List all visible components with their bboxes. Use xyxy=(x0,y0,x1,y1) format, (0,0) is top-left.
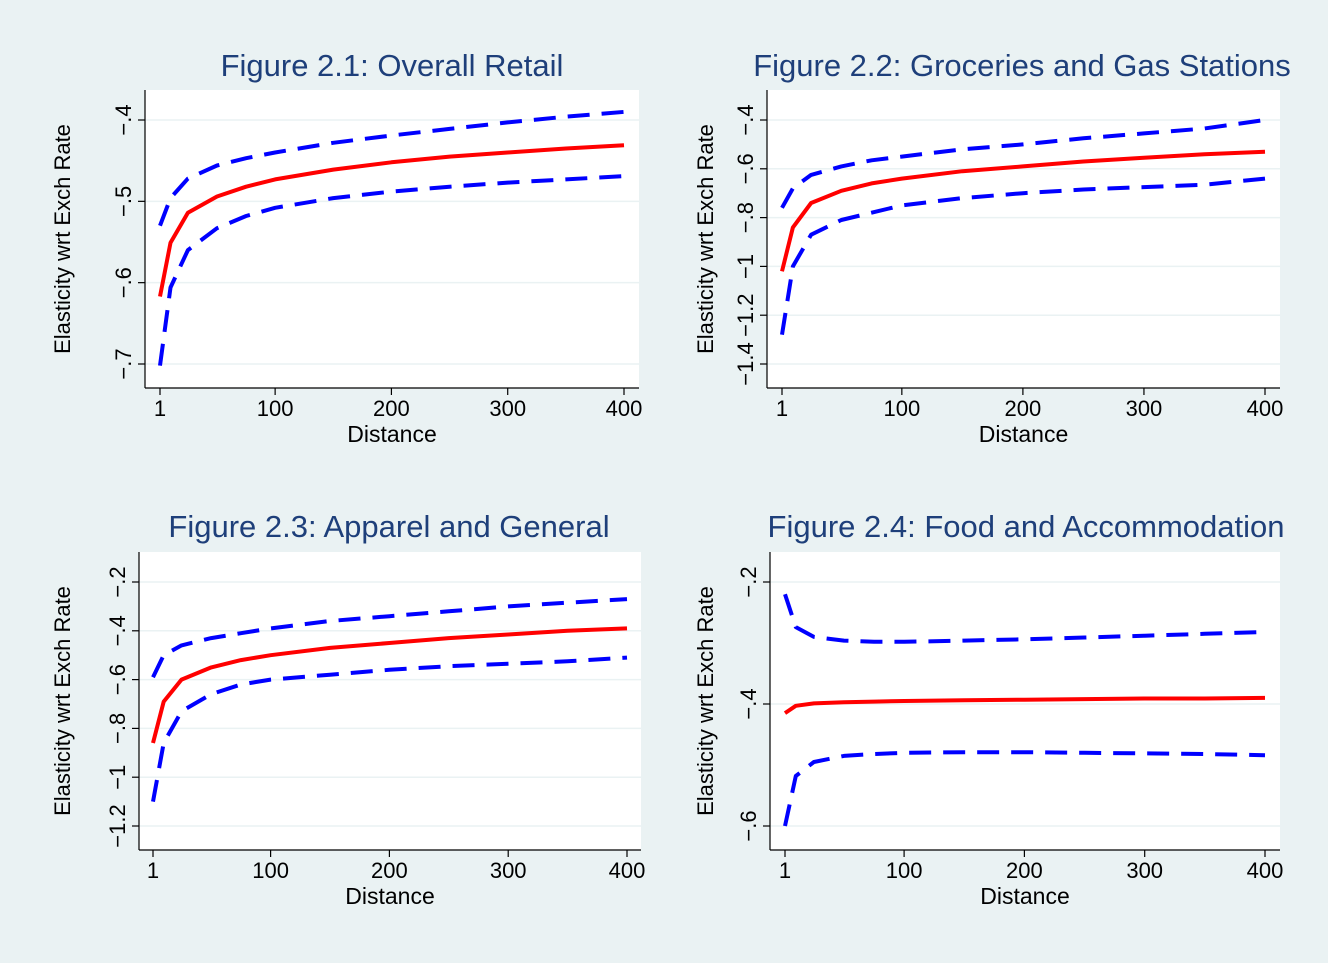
chart-panel-4: 1 100 200 300 400 −.6 −.4 −.2 Figure 2.4: Food a… xyxy=(693,509,1284,909)
x-tick-label: 400 xyxy=(1247,858,1284,883)
y-tick-label: −1 xyxy=(105,765,130,790)
y-axis-label: Elasticity wrt Exch Rate xyxy=(693,586,718,816)
x-tick-label: 1 xyxy=(147,858,159,883)
lower-ci-line xyxy=(158,174,625,366)
y-tick-label: −.6 xyxy=(111,267,136,298)
x-tick-label: 200 xyxy=(371,858,408,883)
y-tick-label: −.2 xyxy=(105,566,130,597)
chart-title: Figure 2.1: Overall Retail xyxy=(221,48,564,83)
chart-panel-3: 1 100 200 300 400 −1.2 −1 −.8 −.6 −.4 −.2 Figure 2.… xyxy=(50,509,645,909)
y-tick-label: −.5 xyxy=(111,186,136,217)
y-tick-label: −.6 xyxy=(733,153,758,184)
y-tick-label: −.4 xyxy=(736,688,761,719)
y-axis-label: Elasticity wrt Exch Rate xyxy=(693,124,718,354)
x-tick-label: 100 xyxy=(252,858,289,883)
estimate-line xyxy=(780,149,1266,272)
x-tick-label: 1 xyxy=(779,858,791,883)
chart-title: Figure 2.4: Food and Accommodation xyxy=(768,509,1285,544)
y-tick-label: −.6 xyxy=(105,664,130,695)
chart-panel-1: 1 100 200 300 400 −.7 −.6 −.5 −.4 Figure 2.1: Ove… xyxy=(50,48,642,447)
x-axis-label: Distance xyxy=(979,421,1068,447)
estimate-line xyxy=(151,626,628,744)
plot-area xyxy=(767,90,1280,388)
upper-ci-line xyxy=(151,597,628,679)
lower-ci-line xyxy=(151,655,628,802)
y-tick-label: −.4 xyxy=(111,104,136,135)
y-tick-label: −.6 xyxy=(736,810,761,841)
x-axis-label: Distance xyxy=(980,883,1069,909)
y-tick-label: −1.2 xyxy=(733,293,758,336)
x-tick-label: 400 xyxy=(609,858,646,883)
y-axis-label: Elasticity wrt Exch Rate xyxy=(50,124,75,354)
x-tick-label: 300 xyxy=(489,396,526,421)
chart-title: Figure 2.3: Apparel and General xyxy=(168,509,609,544)
x-tick-label: 300 xyxy=(1126,858,1163,883)
y-axis-label: Elasticity wrt Exch Rate xyxy=(50,586,75,816)
y-tick-label: −.2 xyxy=(736,566,761,597)
y-tick-label: −.8 xyxy=(105,713,130,744)
x-tick-label: 1 xyxy=(154,396,166,421)
x-tick-label: 100 xyxy=(886,858,923,883)
chart-title: Figure 2.2: Groceries and Gas Stations xyxy=(753,48,1291,83)
x-tick-label: 200 xyxy=(1005,396,1042,421)
y-tick-label: −1.4 xyxy=(733,342,758,385)
x-axis-label: Distance xyxy=(347,421,436,447)
y-tick-label: −1 xyxy=(733,254,758,279)
estimate-line xyxy=(158,143,625,297)
x-tick-label: 100 xyxy=(257,396,294,421)
x-tick-label: 100 xyxy=(883,396,920,421)
x-tick-label: 1 xyxy=(776,396,788,421)
x-axis-label: Distance xyxy=(345,883,434,909)
lower-ci-line xyxy=(780,176,1266,336)
y-tick-label: −.7 xyxy=(111,348,136,379)
x-tick-label: 300 xyxy=(490,858,527,883)
y-tick-label: −1.2 xyxy=(105,804,130,847)
upper-ci-line xyxy=(158,109,625,227)
x-tick-label: 200 xyxy=(1006,858,1043,883)
estimate-line xyxy=(783,695,1266,715)
x-tick-label: 300 xyxy=(1126,396,1163,421)
lower-ci-line xyxy=(783,750,1266,827)
y-tick-label: −.8 xyxy=(733,202,758,233)
x-tick-label: 400 xyxy=(1247,396,1284,421)
chart-panel-2: 1 100 200 300 400 −1.4 −1.2 −1 −.8 −.6 −.4 Figure 2… xyxy=(693,48,1291,447)
x-tick-label: 200 xyxy=(373,396,410,421)
upper-ci-line xyxy=(780,118,1266,209)
upper-ci-line xyxy=(783,593,1266,644)
y-tick-label: −.4 xyxy=(105,615,130,646)
x-tick-label: 400 xyxy=(606,396,643,421)
plot-area xyxy=(139,552,641,850)
y-tick-label: −.4 xyxy=(733,104,758,135)
plot-area xyxy=(145,90,639,388)
